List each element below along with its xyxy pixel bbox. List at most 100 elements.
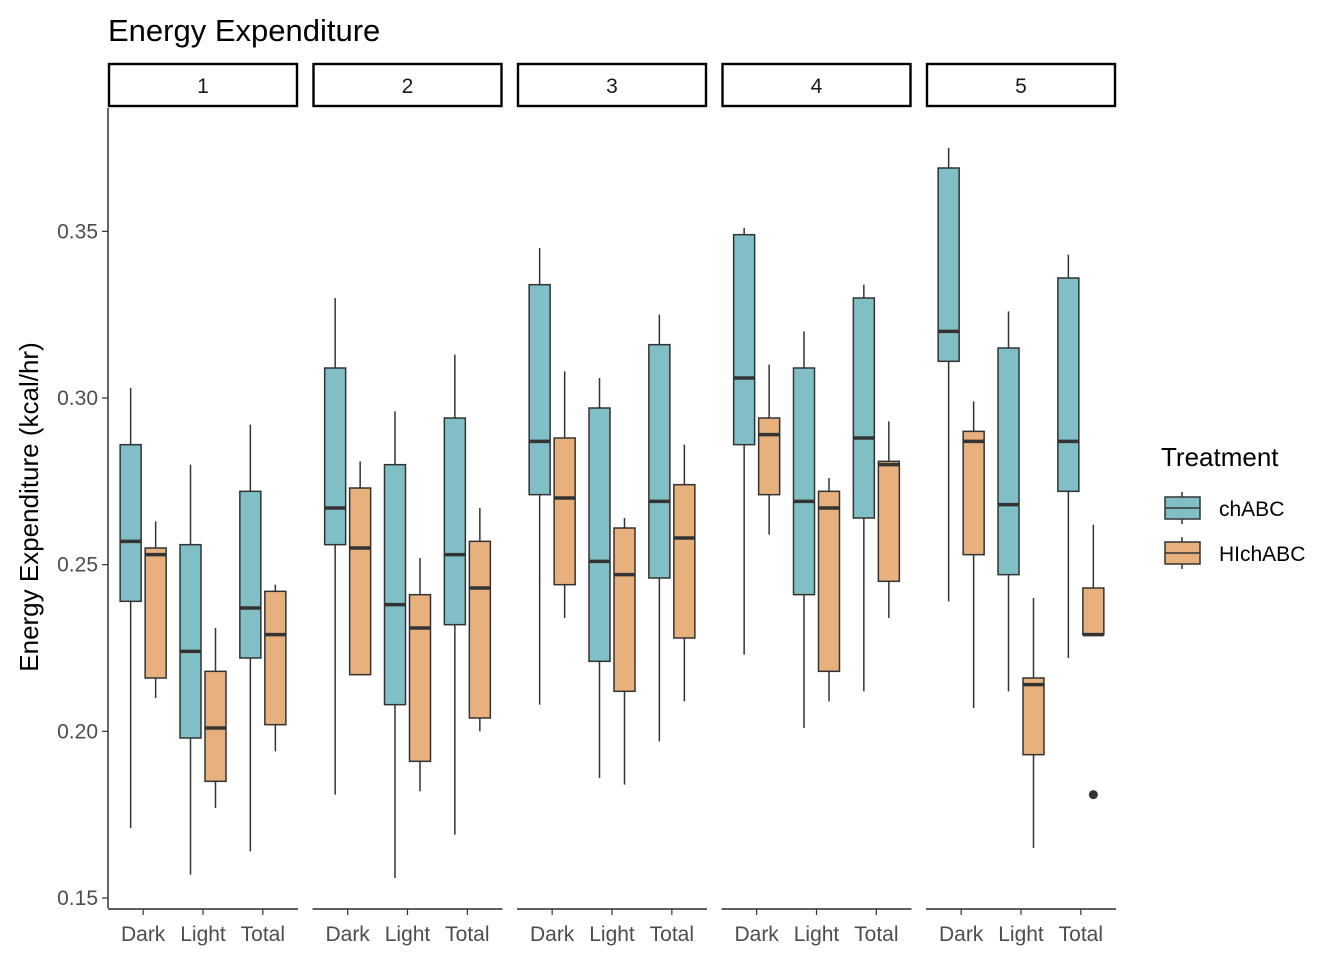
box-HIchABC-light-1: [204, 628, 227, 808]
box-chABC-light-5: [997, 311, 1020, 692]
x-tick-label: Light: [589, 923, 635, 946]
facet-strip: [516, 62, 708, 108]
facet-panels: 1 Dark Light Total 2 Dark Light Total 3 Dark Light…: [107, 62, 1117, 946]
facet-strip: [925, 62, 1117, 108]
box-chABC-total-5: [1057, 254, 1080, 658]
box-iqr: [239, 490, 262, 659]
legend-item-chABC: chABC: [1164, 492, 1284, 524]
box-iqr: [264, 590, 287, 726]
legend-item-HIchABC: HIchABC: [1164, 537, 1305, 569]
box-chABC-dark-1: [119, 388, 142, 828]
facet-panel-4: 4 Dark Light Total: [721, 62, 912, 946]
facet-strip-label: 3: [606, 75, 618, 98]
x-tick-label: Dark: [939, 923, 984, 946]
x-tick-label: Total: [1059, 923, 1103, 946]
box-HIchABC-dark-2: [348, 461, 372, 676]
x-tick-label: Total: [854, 923, 898, 946]
box-chABC-dark-2: [323, 298, 347, 795]
legend: Treatment chABC HIchABC: [1161, 442, 1305, 569]
y-tick-label: 0.25: [57, 554, 98, 577]
box-iqr: [468, 540, 492, 719]
x-tick-label: Dark: [121, 923, 166, 946]
x-tick-label: Light: [998, 923, 1044, 946]
facet-strip-label: 1: [197, 75, 209, 98]
box-HIchABC-total-5: [1082, 524, 1105, 800]
box-iqr: [613, 527, 636, 693]
box-HIchABC-dark-4: [757, 364, 781, 535]
box-iqr: [673, 483, 696, 639]
x-tick-label: Total: [650, 923, 694, 946]
box-chABC-total-4: [852, 284, 876, 692]
box-iqr: [528, 283, 551, 496]
box-iqr: [1082, 587, 1105, 636]
facet-panel-1: 1 Dark Light Total: [107, 62, 299, 946]
box-chABC-total-3: [648, 314, 671, 742]
box-iqr: [877, 460, 901, 583]
facet-strip: [721, 62, 912, 108]
x-tick-label: Dark: [325, 923, 370, 946]
box-HIchABC-total-2: [468, 508, 492, 732]
box-iqr: [553, 437, 576, 586]
chart-title: Energy Expenditure: [108, 13, 380, 48]
box-chABC-dark-5: [937, 148, 960, 602]
facet-strip-label: 5: [1015, 75, 1027, 98]
box-iqr: [1022, 677, 1045, 756]
box-iqr: [443, 417, 467, 626]
box-HIchABC-light-5: [1022, 598, 1045, 848]
y-tick-label: 0.35: [57, 220, 98, 243]
facet-panel-3: 3 Dark Light Total: [516, 62, 708, 946]
legend-label: chABC: [1219, 498, 1284, 521]
box-chABC-total-2: [443, 354, 467, 835]
box-iqr: [348, 487, 372, 676]
box-iqr: [962, 430, 985, 556]
box-chABC-light-1: [179, 464, 202, 875]
box-HIchABC-dark-1: [144, 521, 167, 698]
x-tick-label: Total: [241, 923, 285, 946]
facet-panel-2: 2 Dark Light Total: [312, 62, 503, 946]
facet-strip-label: 2: [402, 75, 414, 98]
box-HIchABC-total-4: [877, 421, 901, 618]
y-axis: 0.15 0.20 0.25 0.30 0.35: [57, 108, 109, 910]
x-tick-label: Dark: [530, 923, 575, 946]
box-iqr: [852, 297, 876, 519]
x-tick-label: Light: [794, 923, 840, 946]
facet-strip: [107, 62, 299, 108]
box-chABC-light-4: [792, 331, 816, 728]
box-iqr: [408, 593, 432, 763]
outlier-point: [1088, 790, 1098, 800]
x-tick-label: Light: [180, 923, 226, 946]
box-iqr: [144, 547, 167, 679]
box-HIchABC-dark-3: [553, 371, 576, 618]
facet-panel-5: 5 Dark Light Total: [925, 62, 1117, 946]
box-iqr: [792, 367, 816, 596]
box-chABC-dark-3: [528, 248, 551, 705]
y-tick-label: 0.30: [57, 387, 98, 410]
x-tick-label: Dark: [734, 923, 779, 946]
box-iqr: [119, 443, 142, 603]
facet-strip: [312, 62, 503, 108]
box-chABC-dark-4: [732, 228, 756, 655]
box-chABC-light-3: [588, 378, 611, 778]
box-iqr: [383, 463, 407, 706]
box-iqr: [1057, 277, 1080, 493]
y-axis-title: Energy Expenditure (kcal/hr): [14, 342, 44, 671]
box-HIchABC-light-2: [408, 558, 432, 792]
legend-label: HIchABC: [1219, 543, 1305, 566]
box-iqr: [648, 343, 671, 579]
box-iqr: [997, 347, 1020, 576]
box-HIchABC-light-4: [817, 478, 841, 702]
y-tick-label: 0.20: [57, 720, 98, 743]
box-iqr: [179, 543, 202, 739]
box-HIchABC-light-3: [613, 518, 636, 785]
x-tick-label: Light: [385, 923, 431, 946]
box-HIchABC-total-3: [673, 444, 696, 702]
y-tick-label: 0.15: [57, 887, 98, 910]
box-HIchABC-dark-5: [962, 401, 985, 708]
box-iqr: [588, 407, 611, 663]
box-iqr: [817, 490, 841, 673]
box-iqr: [937, 167, 960, 363]
box-HIchABC-total-1: [264, 584, 287, 752]
facet-strip-label: 4: [811, 75, 823, 98]
x-tick-label: Total: [445, 923, 489, 946]
